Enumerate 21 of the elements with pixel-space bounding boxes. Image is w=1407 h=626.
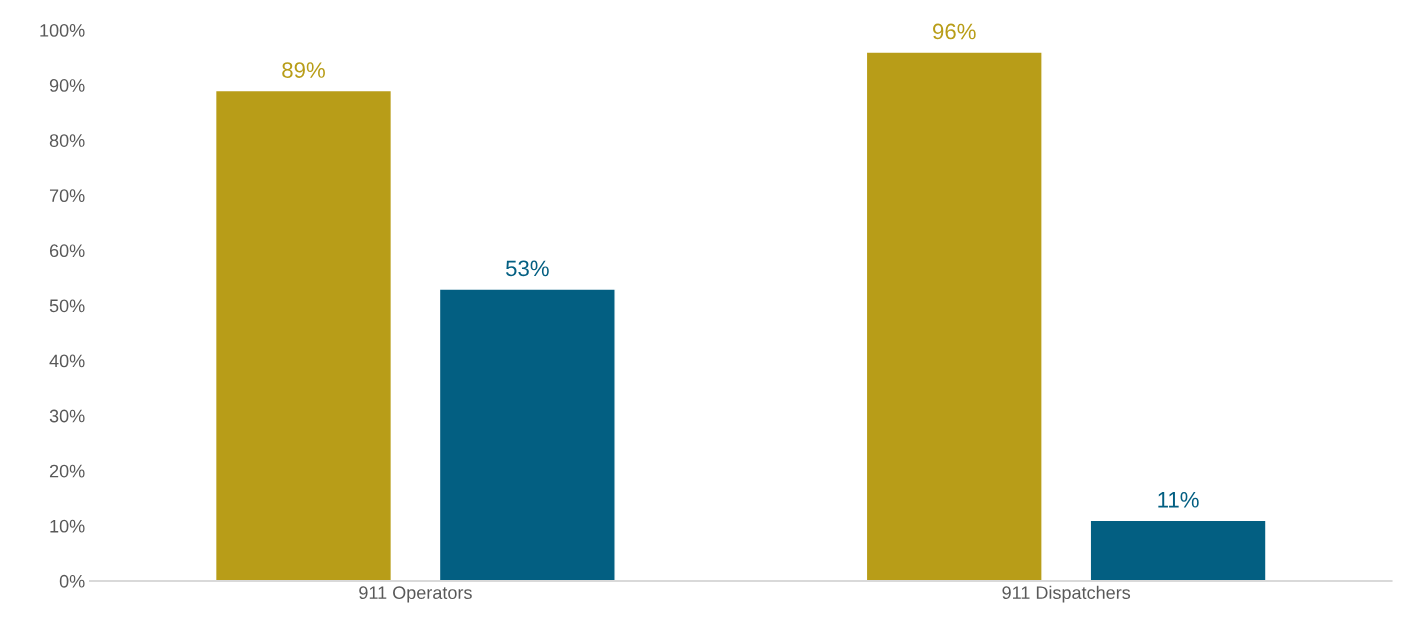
- bar: [865, 51, 1043, 581]
- y-tick-label: 20%: [49, 464, 85, 478]
- y-tick-label: 80%: [49, 134, 85, 147]
- x-tick-label: 911 Operators: [359, 586, 472, 603]
- data-label: 96%: [933, 23, 976, 40]
- x-tick-label: 911 Dispatchers: [1002, 585, 1131, 603]
- y-tick-label: 0%: [59, 574, 85, 588]
- y-tick-label: 70%: [49, 189, 85, 203]
- data-label: 89%: [282, 62, 325, 78]
- bar: [1089, 519, 1267, 581]
- y-tick-label: 50%: [49, 299, 85, 313]
- bar: [438, 288, 616, 581]
- y-tick-label: 30%: [49, 409, 85, 423]
- bar: [214, 89, 393, 581]
- data-label: 53%: [505, 260, 549, 277]
- y-tick-label: 100%: [40, 23, 85, 37]
- y-tick-label: 60%: [49, 244, 85, 258]
- y-tick-label: 10%: [50, 519, 85, 533]
- y-tick-label: 90%: [49, 79, 85, 92]
- y-tick-label: 40%: [49, 354, 85, 368]
- data-label: 11%: [1158, 491, 1199, 508]
